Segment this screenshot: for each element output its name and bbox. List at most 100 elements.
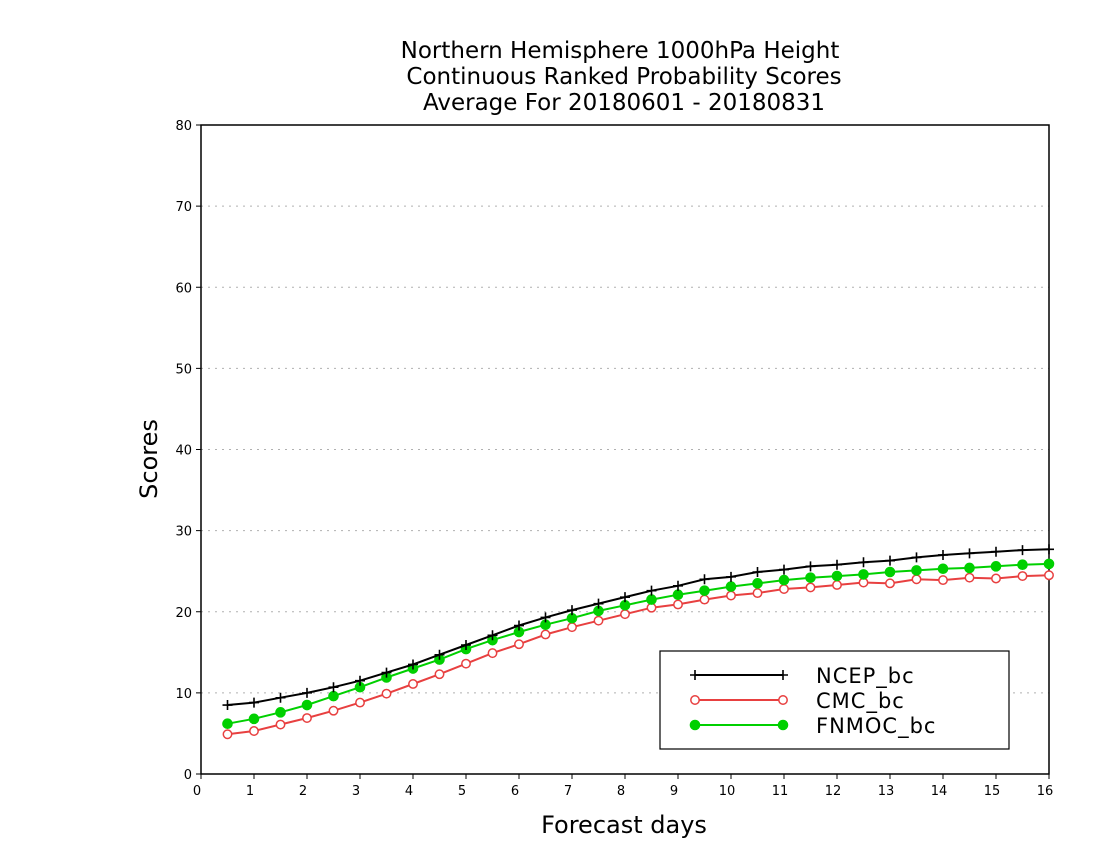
point-ncep-bc-18	[699, 574, 710, 585]
point-ncep-bc-5	[355, 675, 365, 686]
point-cmc-bc-29	[991, 573, 1001, 584]
y-tick-label-30: 30	[175, 525, 192, 540]
x-tick-label-6: 6	[511, 784, 519, 799]
x-tick-label-0: 0	[193, 784, 201, 799]
point-cmc-bc-21	[779, 584, 789, 594]
x-tick-label-11: 11	[772, 784, 789, 799]
point-cmc-bc-13	[567, 622, 577, 633]
legend-marker-end-ncep-bc	[778, 670, 788, 680]
point-ncep-bc-21	[779, 564, 789, 575]
point-fnmoc-bc-30	[1017, 559, 1028, 570]
point-ncep-bc-3	[302, 687, 312, 698]
point-ncep-bc-15	[620, 592, 630, 603]
legend-marker-start-cmc-bc	[690, 695, 700, 705]
series-lines	[222, 544, 1055, 740]
point-fnmoc-bc-4	[328, 690, 339, 702]
point-cmc-bc-7	[408, 679, 418, 689]
x-tick-label-13: 13	[878, 784, 895, 799]
point-fnmoc-bc-29	[990, 561, 1002, 572]
point-ncep-bc-17	[673, 580, 683, 591]
x-tick-label-9: 9	[670, 784, 678, 799]
y-tick-label-10: 10	[175, 687, 192, 702]
title-line-1: Northern Hemisphere 1000hPa Height	[401, 38, 840, 64]
y-tick-label-0: 0	[184, 768, 192, 783]
chart-title: Northern Hemisphere 1000hPa Height Conti…	[401, 38, 842, 116]
point-fnmoc-bc-16	[646, 594, 657, 605]
point-fnmoc-bc-19	[725, 581, 737, 592]
point-ncep-bc-22	[805, 561, 816, 572]
legend-label-cmc-bc: CMC_bc	[816, 689, 905, 714]
x-tick-label-16: 16	[1037, 784, 1054, 799]
x-tick-label-8: 8	[617, 784, 625, 799]
x-tick-label-7: 7	[564, 784, 572, 799]
point-ncep-bc-16	[646, 585, 657, 596]
legend-label-ncep-bc: NCEP_bc	[816, 664, 915, 689]
x-tick-label-5: 5	[458, 784, 466, 799]
grid-lines	[201, 205, 1049, 694]
point-ncep-bc-9	[461, 640, 471, 651]
x-tick-label-12: 12	[825, 784, 842, 799]
point-ncep-bc-27	[938, 549, 948, 560]
point-fnmoc-bc-20	[752, 578, 763, 589]
point-ncep-bc-28	[964, 548, 975, 559]
point-cmc-bc-23	[832, 580, 842, 590]
point-cmc-bc-12	[540, 629, 551, 640]
legend-marker-start-fnmoc-bc	[689, 719, 701, 731]
point-ncep-bc-14	[593, 598, 604, 609]
x-tick-label-1: 1	[246, 784, 254, 799]
legend-label-fnmoc-bc: FNMOC_bc	[816, 714, 936, 739]
point-fnmoc-bc-23	[831, 570, 843, 582]
title-line-3: Average For 20180601 - 20180831	[423, 90, 825, 116]
point-cmc-bc-4	[328, 705, 339, 716]
x-tick-label-2: 2	[299, 784, 307, 799]
x-tick-label-3: 3	[352, 784, 360, 799]
point-ncep-bc-31	[1044, 544, 1054, 555]
point-fnmoc-bc-2	[275, 707, 286, 718]
point-ncep-bc-8	[434, 649, 445, 660]
point-cmc-bc-2	[275, 719, 286, 730]
x-tick-label-15: 15	[984, 784, 1001, 799]
y-tick-label-20: 20	[175, 606, 192, 621]
point-cmc-bc-1	[249, 726, 259, 736]
point-cmc-bc-25	[885, 578, 895, 589]
y-tick-label-50: 50	[175, 362, 192, 377]
point-cmc-bc-15	[620, 609, 630, 620]
point-cmc-bc-31	[1044, 570, 1054, 581]
point-fnmoc-bc-1	[248, 713, 260, 725]
point-ncep-bc-26	[911, 552, 922, 563]
point-ncep-bc-13	[567, 605, 577, 616]
point-cmc-bc-0	[222, 729, 233, 740]
point-cmc-bc-3	[302, 713, 312, 723]
point-ncep-bc-23	[832, 559, 842, 570]
point-cmc-bc-5	[355, 697, 365, 708]
point-cmc-bc-26	[911, 574, 922, 585]
point-fnmoc-bc-27	[937, 563, 949, 575]
point-ncep-bc-6	[381, 667, 392, 678]
y-tick-label-70: 70	[175, 200, 192, 215]
point-cmc-bc-9	[461, 658, 471, 669]
y-tick-label-40: 40	[175, 444, 192, 459]
point-cmc-bc-6	[381, 688, 392, 699]
point-fnmoc-bc-18	[699, 585, 710, 596]
point-ncep-bc-20	[752, 566, 763, 577]
point-fnmoc-bc-28	[964, 562, 975, 574]
point-fnmoc-bc-0	[222, 718, 233, 730]
legend-marker-end-cmc-bc	[778, 695, 788, 705]
point-cmc-bc-8	[434, 669, 445, 680]
point-cmc-bc-22	[805, 582, 816, 593]
point-ncep-bc-24	[858, 557, 869, 568]
title-line-2: Continuous Ranked Probability Scores	[406, 64, 841, 90]
point-cmc-bc-17	[673, 599, 683, 610]
point-fnmoc-bc-24	[858, 569, 869, 580]
point-cmc-bc-14	[593, 615, 604, 626]
point-cmc-bc-10	[487, 648, 498, 659]
y-tick-label-80: 80	[175, 119, 192, 134]
point-ncep-bc-11	[514, 620, 524, 631]
point-cmc-bc-20	[752, 588, 763, 599]
x-tick-label-4: 4	[405, 784, 413, 799]
point-fnmoc-bc-26	[911, 565, 922, 576]
x-axis-label: Forecast days	[541, 811, 707, 839]
